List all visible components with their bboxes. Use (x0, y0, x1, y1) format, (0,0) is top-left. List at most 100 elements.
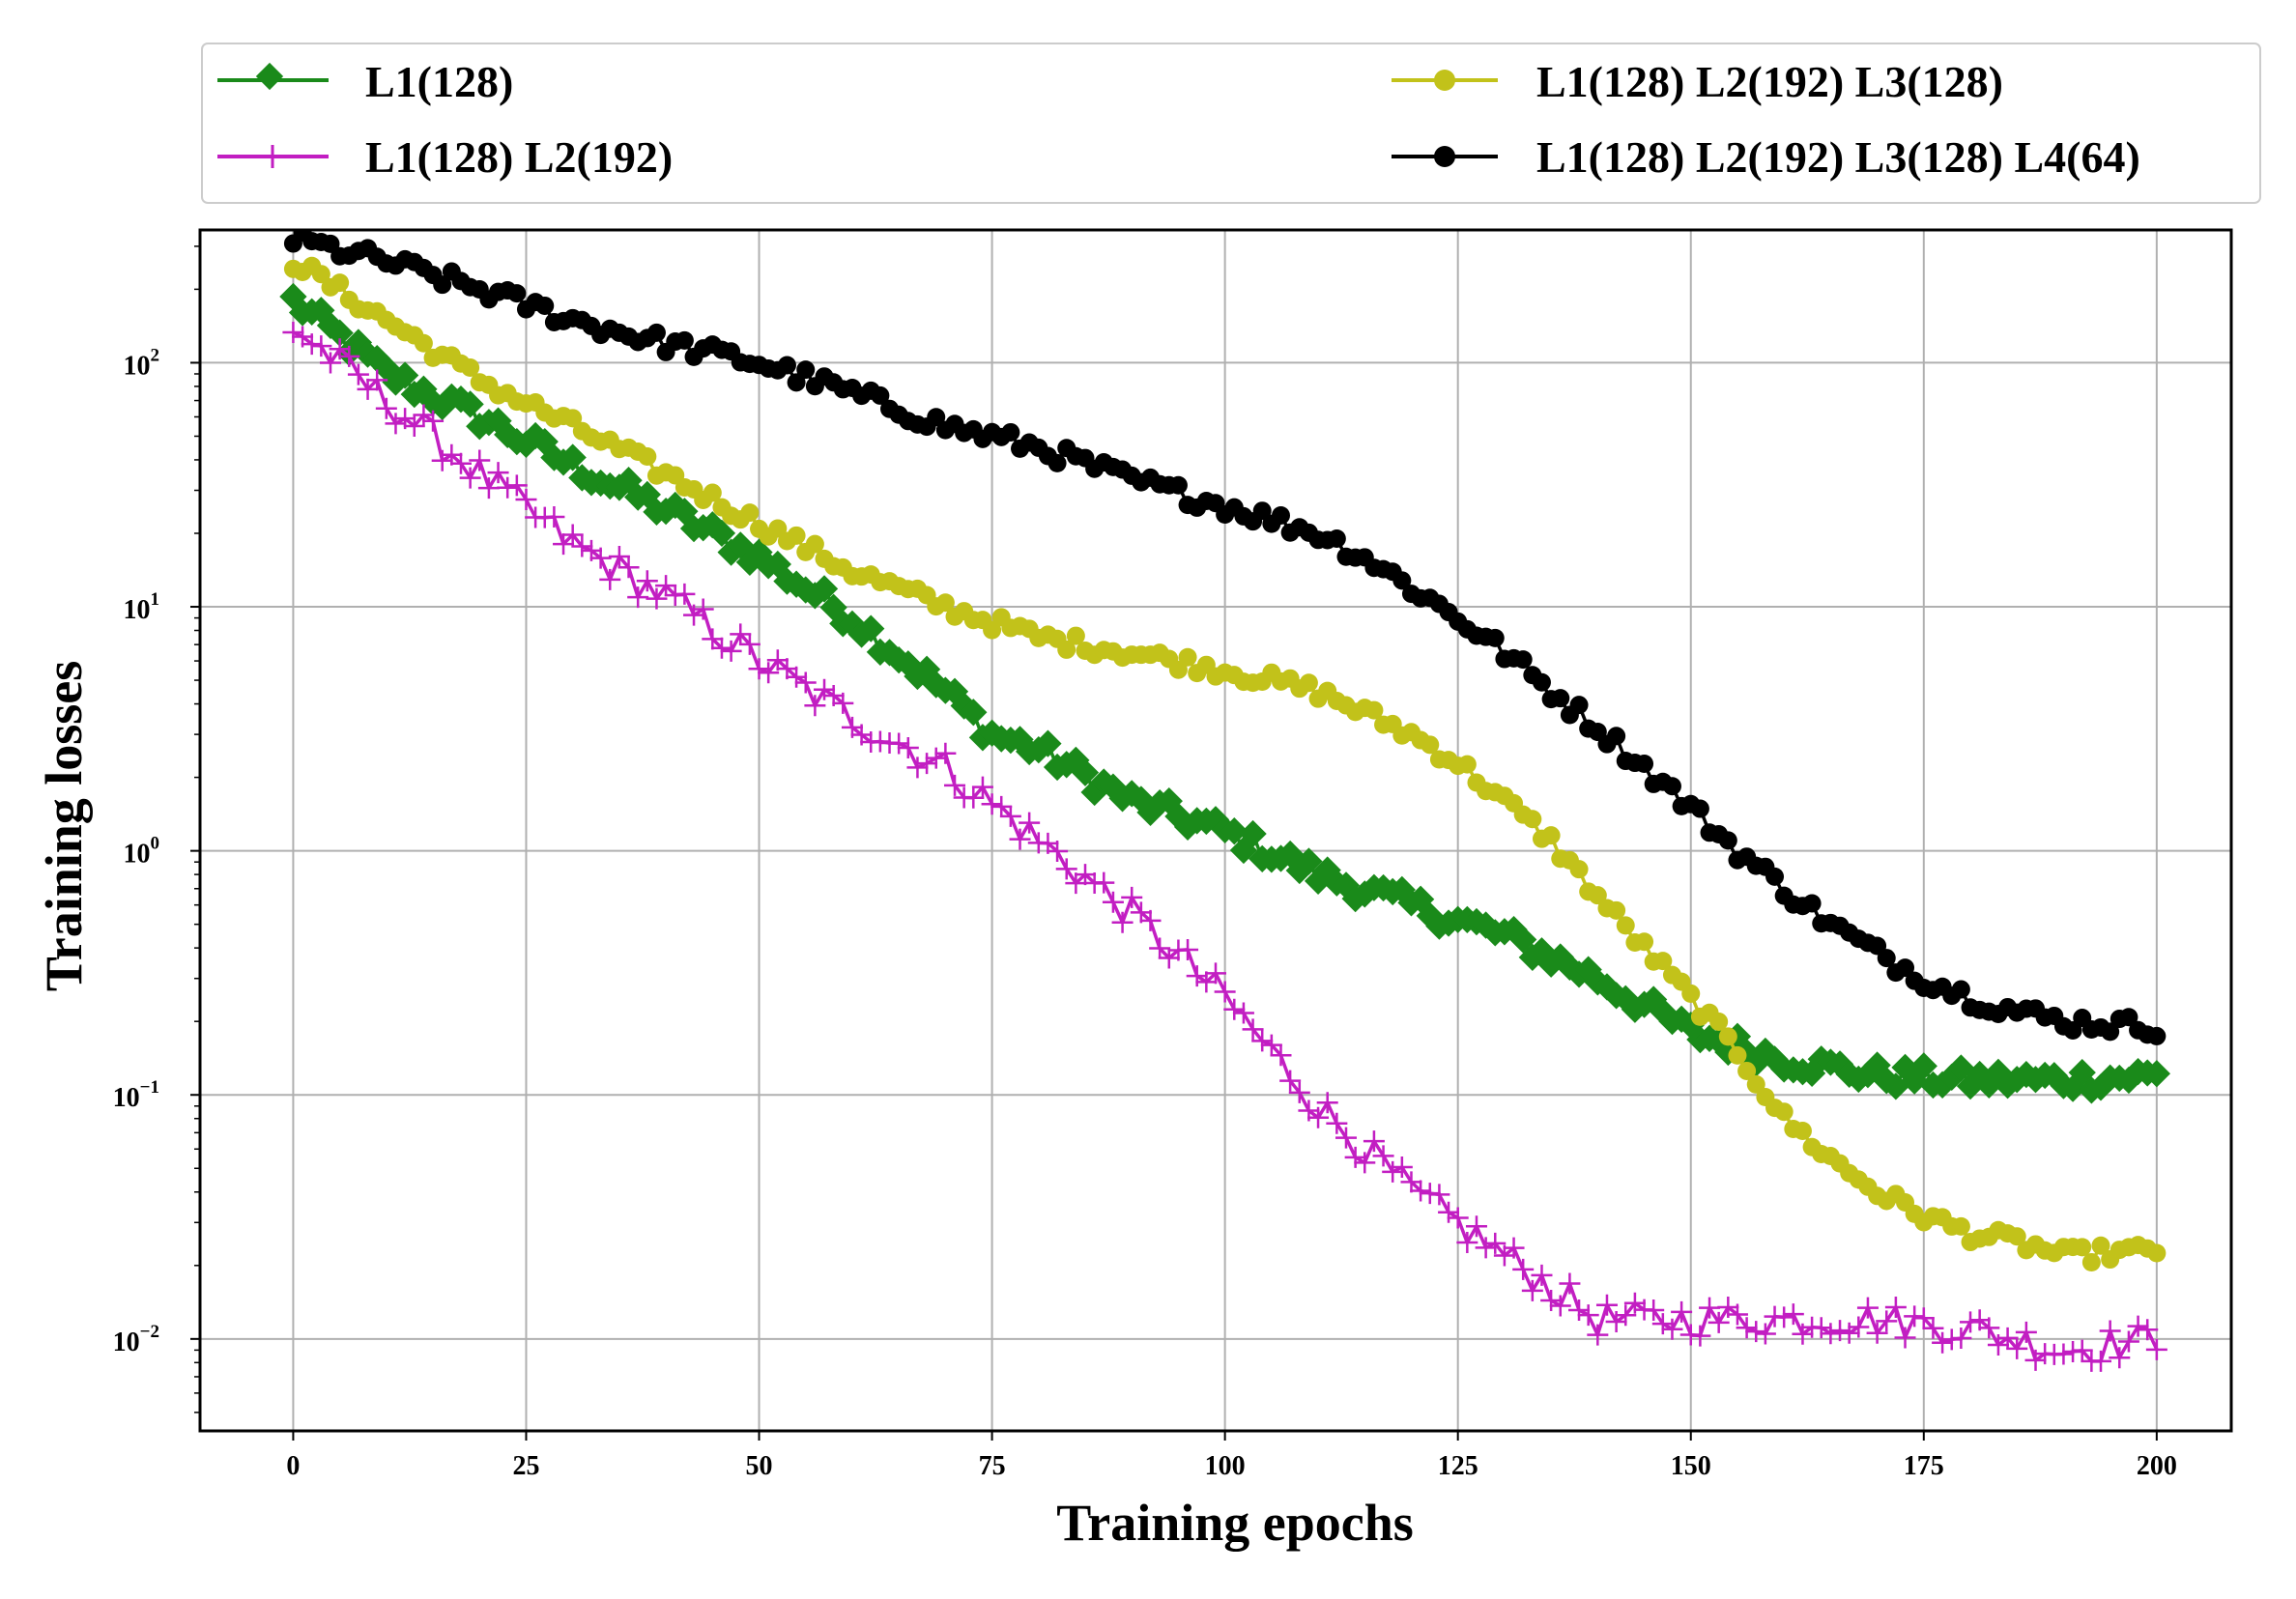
x-tick-label: 0 (286, 1451, 300, 1481)
data-point (1577, 1304, 1599, 1327)
data-point (2015, 1321, 2037, 1343)
data-point (330, 273, 350, 293)
legend-label-l1-l2-l3: L1(128) L2(192) L3(128) (1536, 57, 2003, 106)
data-point (638, 447, 657, 467)
data-point (2117, 1330, 2139, 1353)
data-point (1168, 475, 1188, 495)
data-point (414, 333, 433, 353)
data-point (1214, 981, 1236, 1003)
data-point (1718, 1027, 1737, 1046)
data-point (1765, 867, 1785, 886)
data-point (2081, 1253, 2101, 1272)
data-point (1681, 984, 1701, 1003)
data-point (916, 753, 938, 775)
data-point (1662, 777, 1681, 796)
data-point (1288, 1081, 1310, 1103)
data-point (449, 452, 472, 474)
data-point (1252, 501, 1272, 521)
data-point (944, 774, 966, 796)
data-point (1149, 937, 1171, 959)
data-point (1223, 998, 1246, 1020)
data-point (2062, 1340, 2084, 1362)
data-point (703, 483, 722, 502)
data-point (1615, 1304, 1637, 1327)
data-point (1643, 1299, 1665, 1322)
series-1 (279, 282, 2171, 1104)
legend: L1(128) L1(128) L2(192) L1(128) L2(192) … (201, 43, 2261, 204)
data-point (301, 333, 323, 356)
data-point (357, 378, 379, 400)
data-point (515, 489, 537, 511)
legend-marker-l1-l2-l3-l4 (1434, 146, 1455, 167)
data-point (1876, 1310, 1898, 1332)
data-point (2145, 1338, 2167, 1360)
data-point (1485, 628, 1505, 647)
data-point (1465, 1215, 1487, 1238)
data-point (906, 757, 929, 779)
data-point (787, 526, 806, 545)
data-point (1270, 1044, 1292, 1067)
data-point (497, 476, 519, 499)
data-point (1205, 962, 1226, 985)
data-point (1220, 817, 1248, 845)
data-point (433, 275, 452, 295)
data-point (869, 730, 891, 753)
data-point (738, 633, 761, 655)
data-point (1410, 1180, 1432, 1202)
x-tick-label: 200 (2137, 1451, 2177, 1481)
data-point (1745, 1321, 1767, 1343)
data-point (935, 593, 955, 613)
data-point (1428, 1184, 1450, 1206)
data-point (1009, 828, 1031, 850)
y-tick-label: 100 (124, 834, 160, 870)
data-point (1896, 958, 1915, 978)
data-point (366, 369, 388, 391)
data-point (758, 662, 780, 684)
data-point (505, 474, 528, 497)
legend-entry-l1-l2: L1(128) L2(192) (217, 132, 673, 182)
x-tick-label: 50 (746, 1451, 773, 1481)
data-point (1295, 847, 1323, 875)
data-point (1523, 810, 1542, 829)
data-point (1549, 1295, 1571, 1317)
data-point (1951, 1216, 1970, 1236)
data-point (636, 570, 658, 592)
data-point (810, 575, 839, 603)
data-point (559, 443, 587, 471)
x-tick-label: 75 (979, 1451, 1006, 1481)
y-axis-title: Training losses (35, 661, 93, 992)
y-tick-label: 10−1 (113, 1077, 159, 1113)
data-point (1820, 1323, 1842, 1345)
data-point (1728, 1045, 1747, 1065)
x-axis-ticks: 0 25 50 75 100 125 150 175 200 (286, 1431, 2177, 1481)
data-point (674, 330, 694, 350)
legend-label-l1-l2-l3-l4: L1(128) L2(192) L3(128) L4(64) (1536, 132, 2140, 182)
data-point (1019, 812, 1041, 834)
data-point (1271, 506, 1290, 526)
data-point (1048, 453, 1067, 472)
data-point (2071, 1339, 2093, 1361)
data-point (1802, 894, 1822, 913)
data-point (983, 620, 1002, 640)
data-point (1178, 647, 1197, 667)
data-point (608, 546, 630, 568)
data-point (1512, 1258, 1535, 1280)
data-point (543, 505, 565, 528)
data-point (794, 671, 817, 694)
data-point (1391, 1156, 1413, 1178)
data-point (1773, 1306, 1795, 1328)
data-point (1541, 826, 1561, 845)
data-point (422, 410, 445, 432)
data-point (832, 692, 854, 714)
data-point (563, 409, 583, 428)
data-point (1587, 1324, 1609, 1346)
data-point (1635, 755, 1654, 774)
legend-marker-l1-l2 (261, 145, 284, 168)
data-point (441, 443, 463, 466)
data-point (1559, 1272, 1581, 1295)
y-tick-label: 102 (124, 345, 160, 381)
data-point (487, 462, 509, 484)
x-tick-label: 25 (512, 1451, 539, 1481)
data-point (469, 449, 491, 471)
